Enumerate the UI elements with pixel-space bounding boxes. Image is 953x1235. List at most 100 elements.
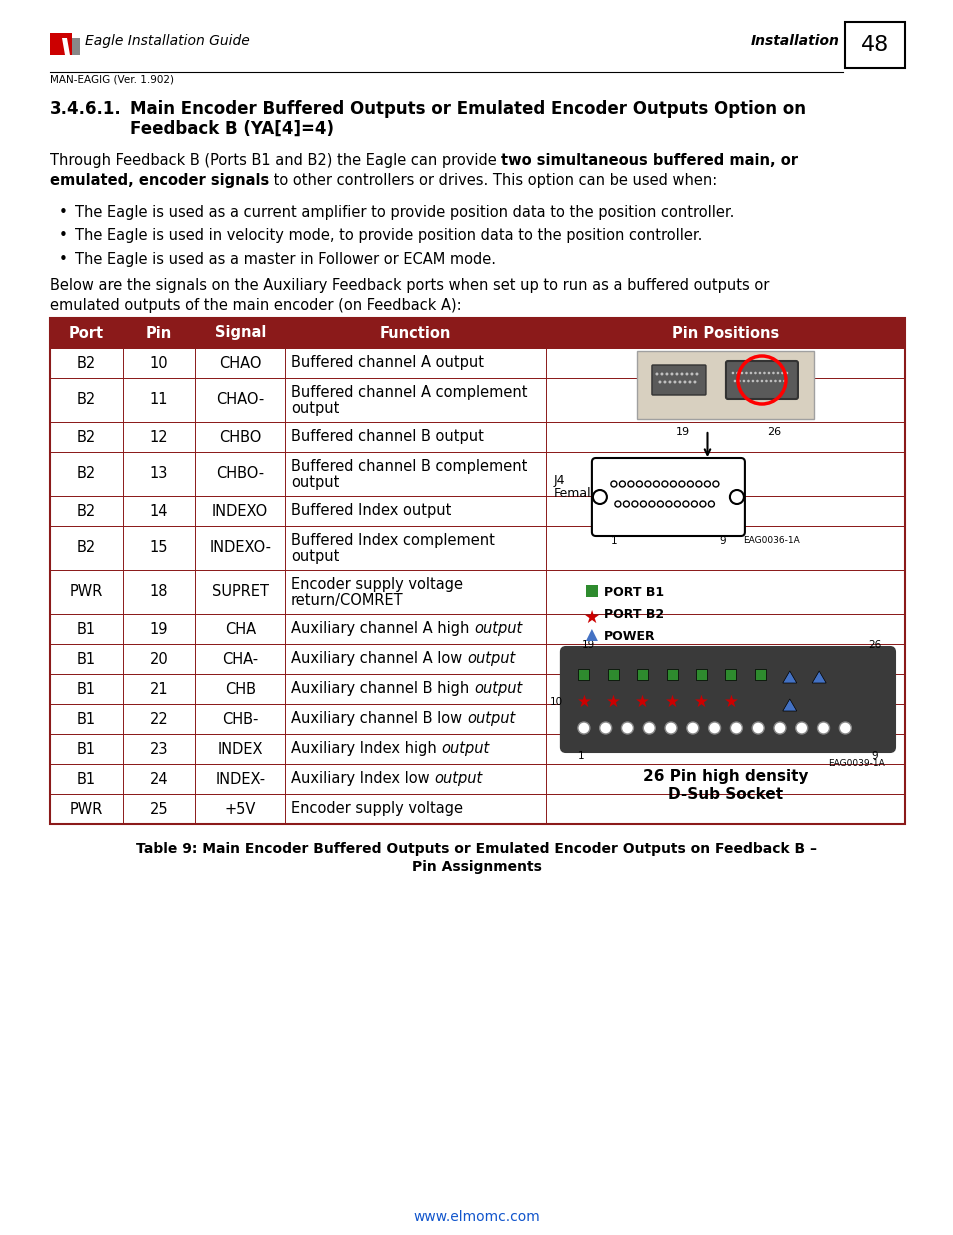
Text: B2: B2 bbox=[76, 356, 96, 370]
Circle shape bbox=[781, 372, 783, 374]
Text: CHB-: CHB- bbox=[222, 711, 258, 726]
Polygon shape bbox=[585, 629, 598, 641]
Text: output: output bbox=[291, 474, 339, 489]
Text: The Eagle is used as a current amplifier to provide position data to the positio: The Eagle is used as a current amplifier… bbox=[75, 205, 734, 220]
Text: 10: 10 bbox=[150, 356, 168, 370]
Bar bbox=[696, 668, 706, 679]
Text: Buffered channel B complement: Buffered channel B complement bbox=[291, 459, 527, 474]
Circle shape bbox=[741, 379, 744, 383]
Circle shape bbox=[703, 480, 710, 487]
Text: PWR: PWR bbox=[70, 802, 103, 816]
Text: Port: Port bbox=[69, 326, 104, 341]
Text: INDEX-: INDEX- bbox=[215, 772, 265, 787]
Circle shape bbox=[695, 480, 701, 487]
Text: Feedback B (YA[4]=4): Feedback B (YA[4]=4) bbox=[130, 120, 334, 138]
Circle shape bbox=[658, 380, 660, 384]
Text: 48: 48 bbox=[860, 35, 888, 56]
Text: Auxiliary channel B high: Auxiliary channel B high bbox=[291, 682, 474, 697]
Text: ★: ★ bbox=[722, 693, 738, 711]
Bar bbox=[50, 348, 904, 378]
Bar bbox=[585, 585, 598, 597]
Text: 10: 10 bbox=[549, 697, 562, 706]
Text: INDEXO: INDEXO bbox=[212, 504, 268, 519]
Bar bbox=[754, 668, 765, 679]
Bar bbox=[50, 452, 904, 496]
Text: 1: 1 bbox=[610, 536, 617, 546]
Bar bbox=[50, 643, 904, 674]
Circle shape bbox=[661, 480, 667, 487]
Text: B2: B2 bbox=[76, 430, 96, 445]
Circle shape bbox=[648, 501, 654, 508]
Circle shape bbox=[679, 480, 684, 487]
Text: B1: B1 bbox=[76, 772, 96, 787]
Bar bbox=[50, 317, 904, 348]
Text: PORT B2: PORT B2 bbox=[603, 608, 663, 621]
Circle shape bbox=[730, 722, 741, 734]
Circle shape bbox=[639, 501, 646, 508]
Text: 19: 19 bbox=[675, 427, 689, 437]
Text: emulated outputs of the main encoder (on Feedback A):: emulated outputs of the main encoder (on… bbox=[50, 298, 461, 312]
FancyBboxPatch shape bbox=[651, 366, 705, 395]
Polygon shape bbox=[782, 699, 796, 711]
Text: two simultaneous buffered main, or: two simultaneous buffered main, or bbox=[501, 153, 798, 168]
Circle shape bbox=[712, 480, 719, 487]
Text: CHBO: CHBO bbox=[219, 430, 261, 445]
Bar bbox=[50, 317, 904, 824]
Circle shape bbox=[657, 501, 662, 508]
Circle shape bbox=[670, 373, 673, 375]
Circle shape bbox=[762, 372, 765, 374]
Circle shape bbox=[740, 372, 742, 374]
Text: B1: B1 bbox=[76, 682, 96, 697]
Circle shape bbox=[764, 379, 767, 383]
Circle shape bbox=[695, 373, 698, 375]
Bar bbox=[50, 526, 904, 571]
Text: output: output bbox=[474, 621, 522, 636]
Text: 1: 1 bbox=[578, 751, 584, 761]
Circle shape bbox=[776, 372, 779, 374]
Text: D-Sub Socket: D-Sub Socket bbox=[667, 787, 782, 802]
Polygon shape bbox=[63, 38, 80, 56]
Text: SUPRET: SUPRET bbox=[212, 584, 269, 599]
Text: ★: ★ bbox=[583, 609, 599, 627]
Text: Buffered Index complement: Buffered Index complement bbox=[291, 534, 495, 548]
FancyBboxPatch shape bbox=[725, 361, 797, 399]
Text: B2: B2 bbox=[76, 467, 96, 482]
Text: Auxiliary channel B low: Auxiliary channel B low bbox=[291, 711, 466, 726]
Circle shape bbox=[817, 722, 829, 734]
Bar bbox=[50, 674, 904, 704]
Circle shape bbox=[631, 501, 638, 508]
Circle shape bbox=[690, 373, 693, 375]
Text: Through Feedback B (Ports B1 and B2) the Eagle can provide: Through Feedback B (Ports B1 and B2) the… bbox=[50, 153, 501, 168]
Text: Main Encoder Buffered Outputs or Emulated Encoder Outputs Option on: Main Encoder Buffered Outputs or Emulate… bbox=[130, 100, 805, 119]
Text: 14: 14 bbox=[150, 504, 168, 519]
Text: 25: 25 bbox=[150, 802, 168, 816]
Circle shape bbox=[592, 490, 606, 504]
Text: Auxiliary Index low: Auxiliary Index low bbox=[291, 772, 434, 787]
Text: ★: ★ bbox=[694, 693, 708, 711]
FancyBboxPatch shape bbox=[560, 647, 894, 752]
Bar bbox=[607, 668, 618, 679]
Text: EAG0036-1A: EAG0036-1A bbox=[742, 536, 799, 545]
Text: 9: 9 bbox=[870, 751, 877, 761]
Text: B2: B2 bbox=[76, 504, 96, 519]
Circle shape bbox=[620, 722, 633, 734]
Circle shape bbox=[733, 379, 736, 383]
Circle shape bbox=[778, 379, 781, 383]
Text: The Eagle is used in velocity mode, to provide position data to the position con: The Eagle is used in velocity mode, to p… bbox=[75, 228, 701, 243]
Text: Buffered channel B output: Buffered channel B output bbox=[291, 430, 483, 445]
Text: 13: 13 bbox=[150, 467, 168, 482]
Bar bbox=[637, 668, 647, 679]
Text: output: output bbox=[466, 711, 515, 726]
Text: The Eagle is used as a master in Follower or ECAM mode.: The Eagle is used as a master in Followe… bbox=[75, 252, 496, 267]
Text: Eagle Installation Guide: Eagle Installation Guide bbox=[85, 35, 250, 48]
Bar bbox=[50, 496, 904, 526]
Circle shape bbox=[751, 722, 763, 734]
Text: 22: 22 bbox=[150, 711, 169, 726]
Circle shape bbox=[773, 379, 776, 383]
Circle shape bbox=[708, 722, 720, 734]
Circle shape bbox=[839, 722, 850, 734]
Circle shape bbox=[773, 722, 785, 734]
Circle shape bbox=[642, 722, 655, 734]
Text: B2: B2 bbox=[76, 393, 96, 408]
Circle shape bbox=[659, 373, 662, 375]
